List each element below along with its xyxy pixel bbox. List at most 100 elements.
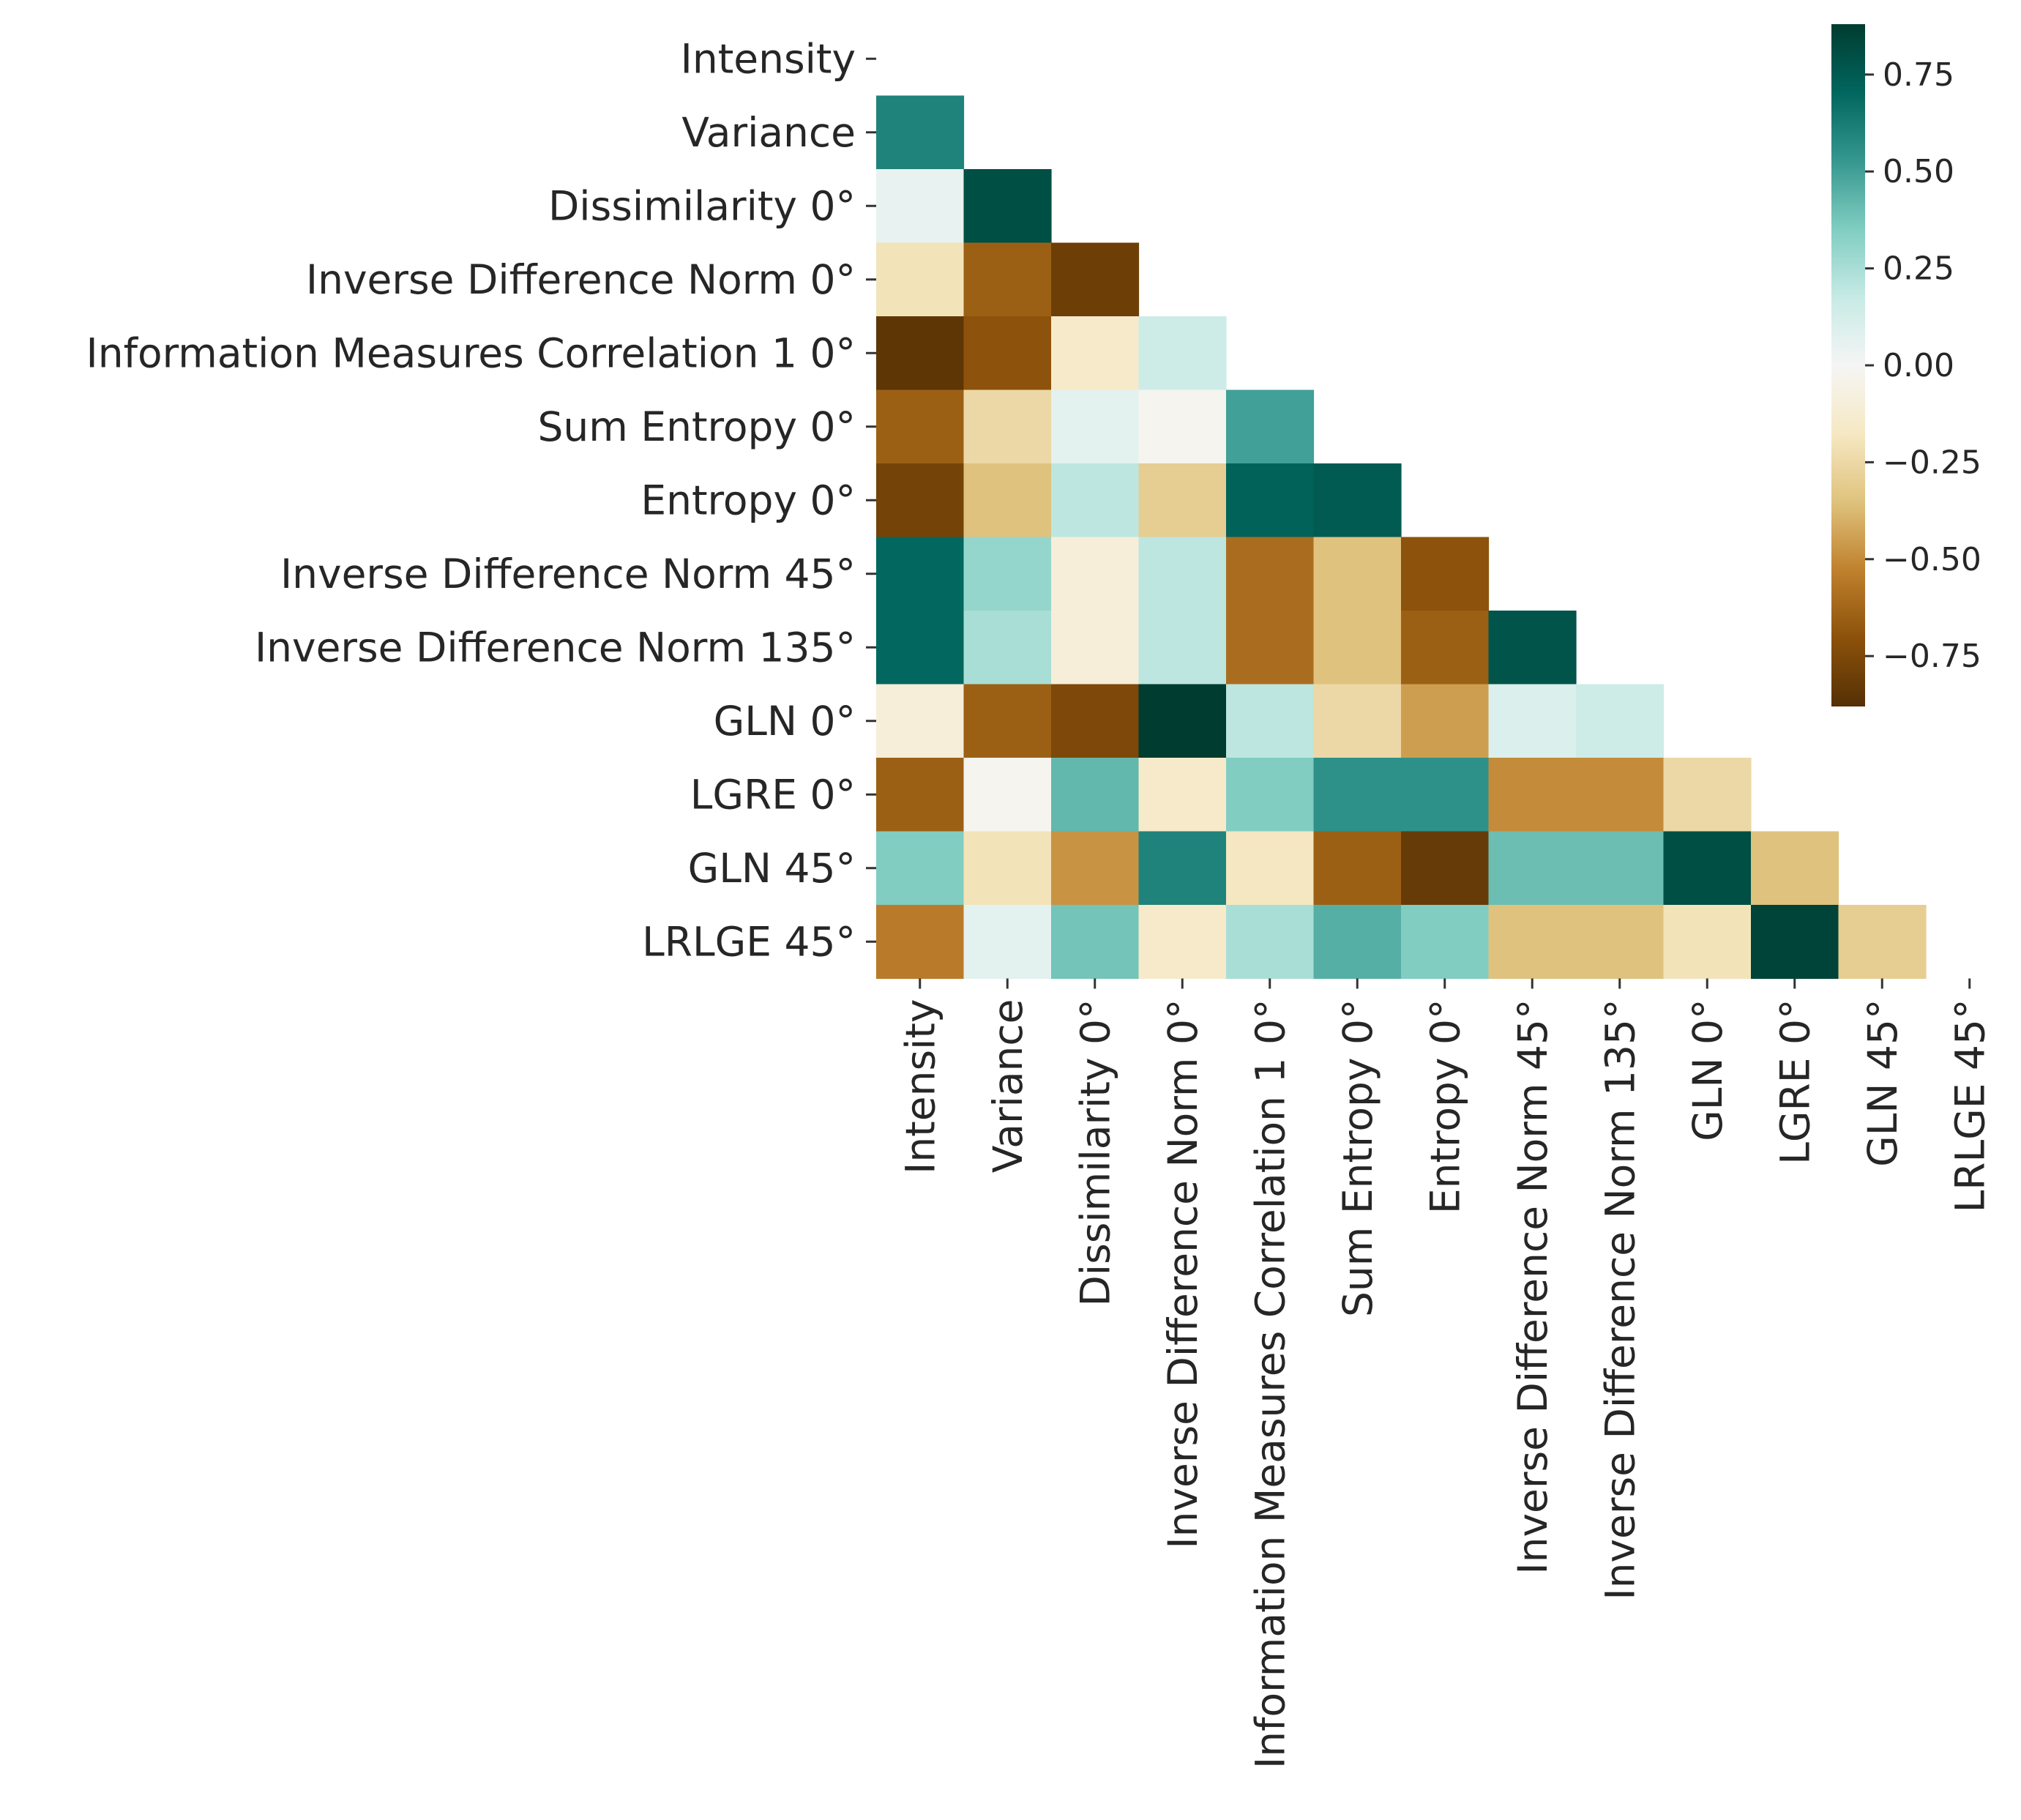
heatmap-cells [876, 95, 1927, 980]
heatmap-cell [963, 758, 1052, 832]
heatmap-cell [963, 169, 1052, 244]
heatmap-cell [1488, 611, 1577, 685]
heatmap-cell [1313, 758, 1402, 832]
y-tick-label: LGRE 0° [690, 772, 856, 818]
x-tick-label: Variance [985, 999, 1031, 1174]
heatmap-cell [1488, 758, 1577, 832]
x-tick-label: Entropy 0° [1422, 999, 1469, 1215]
heatmap-cell [1488, 905, 1577, 980]
heatmap-cell [1576, 758, 1665, 832]
heatmap-cell [876, 389, 965, 464]
colorbar-tick-label: 0.25 [1883, 250, 1954, 288]
x-tick-label: Dissimilarity 0° [1072, 999, 1119, 1307]
heatmap-cell [963, 611, 1052, 685]
heatmap-cell [1576, 684, 1665, 758]
heatmap-cell [1751, 905, 1839, 980]
heatmap-cell [1576, 831, 1665, 906]
y-axis: Intensity Variance Dissimilarity 0° Inverse… [86, 36, 876, 966]
heatmap-cell [876, 684, 965, 758]
heatmap-cell [1226, 758, 1315, 832]
heatmap-cell [963, 389, 1052, 464]
heatmap-cell [1051, 389, 1140, 464]
heatmap-cell [876, 831, 965, 906]
x-tick-label: Inverse Difference Norm 0° [1159, 999, 1206, 1549]
x-tick-label: Inverse Difference Norm 45° [1509, 999, 1556, 1575]
y-tick-label: Inverse Difference Norm 45° [280, 551, 856, 597]
x-tick-label: GLN 0° [1684, 999, 1731, 1141]
heatmap-cell [1051, 905, 1140, 980]
heatmap-cell [1226, 831, 1315, 906]
heatmap-cell [963, 463, 1052, 538]
heatmap-cell [1488, 831, 1577, 906]
heatmap-cell [1138, 905, 1227, 980]
heatmap-cell [1138, 758, 1227, 832]
heatmap-cell [1051, 463, 1140, 538]
heatmap-cell [1051, 758, 1140, 832]
colorbar-tick-label: −0.25 [1883, 444, 1981, 481]
y-tick-label: Inverse Difference Norm 0° [306, 256, 856, 303]
y-tick-label: Dissimilarity 0° [548, 183, 856, 230]
heatmap-cell [1401, 611, 1490, 685]
heatmap-cell [876, 95, 965, 170]
heatmap-cell [1226, 463, 1315, 538]
heatmap-cell [963, 242, 1052, 317]
x-axis: Intensity Variance Dissimilarity 0° Inverse… [897, 978, 1994, 1769]
colorbar-tick-label: −0.50 [1883, 541, 1981, 578]
heatmap-cell [1138, 611, 1227, 685]
y-tick-label: Intensity [681, 36, 856, 83]
colorbar-tick-label: 0.50 [1883, 153, 1954, 190]
heatmap-cell [1138, 316, 1227, 391]
x-tick-label: Sum Entropy 0° [1334, 999, 1381, 1318]
heatmap-cell [876, 905, 965, 980]
heatmap-cell [963, 537, 1052, 611]
x-tick-label: Inverse Difference Norm 135° [1597, 999, 1644, 1600]
heatmap-cell [963, 684, 1052, 758]
y-tick-label: Inverse Difference Norm 135° [255, 624, 856, 671]
heatmap-cell [1226, 684, 1315, 758]
heatmap-cell [1138, 684, 1227, 758]
heatmap-cell [1401, 684, 1490, 758]
heatmap-cell [963, 905, 1052, 980]
heatmap-cell [876, 316, 965, 391]
heatmap-cell [1138, 537, 1227, 611]
heatmap-cell [876, 242, 965, 317]
heatmap-cell [1226, 389, 1315, 464]
heatmap-cell [876, 758, 965, 832]
heatmap-cell [1226, 611, 1315, 685]
heatmap-cell [1313, 611, 1402, 685]
y-tick-label: GLN 45° [688, 845, 856, 892]
heatmap-cell [1313, 831, 1402, 906]
heatmap-cell [1488, 684, 1577, 758]
y-tick-label: Information Measures Correlation 1 0° [86, 330, 856, 377]
heatmap-cell [1226, 537, 1315, 611]
colorbar: 0.75 0.50 0.25 0.00 −0.25 −0.50 −0.75 [1831, 24, 1981, 706]
x-tick-label: Information Measures Correlation 1 0° [1247, 999, 1294, 1769]
heatmap-cell [1663, 831, 1752, 906]
heatmap-cell [1313, 905, 1402, 980]
heatmap-cell [876, 537, 965, 611]
heatmap-cell [963, 316, 1052, 391]
heatmap-cell [1401, 831, 1490, 906]
colorbar-tick-label: −0.75 [1883, 638, 1981, 675]
heatmap-cell [876, 611, 965, 685]
heatmap-cell [1663, 758, 1752, 832]
heatmap-cell [1401, 758, 1490, 832]
heatmap-cell [1051, 831, 1140, 906]
heatmap-cell [1401, 537, 1490, 611]
heatmap-cell [1226, 905, 1315, 980]
heatmap-cell [1051, 537, 1140, 611]
heatmap-cell [1751, 831, 1839, 906]
colorbar-tick-label: 0.75 [1883, 56, 1954, 94]
heatmap-cell [1313, 684, 1402, 758]
heatmap-cell [1838, 905, 1927, 980]
x-tick-label: LGRE 0° [1772, 999, 1819, 1165]
heatmap-cell [1576, 905, 1665, 980]
heatmap-cell [1313, 463, 1402, 538]
heatmap-cell [1051, 316, 1140, 391]
colorbar-tick-label: 0.00 [1883, 347, 1954, 384]
x-tick-label: LRLGE 45° [1947, 999, 1994, 1213]
heatmap-cell [1138, 831, 1227, 906]
heatmap-cell [1138, 463, 1227, 538]
colorbar-gradient [1831, 24, 1865, 706]
